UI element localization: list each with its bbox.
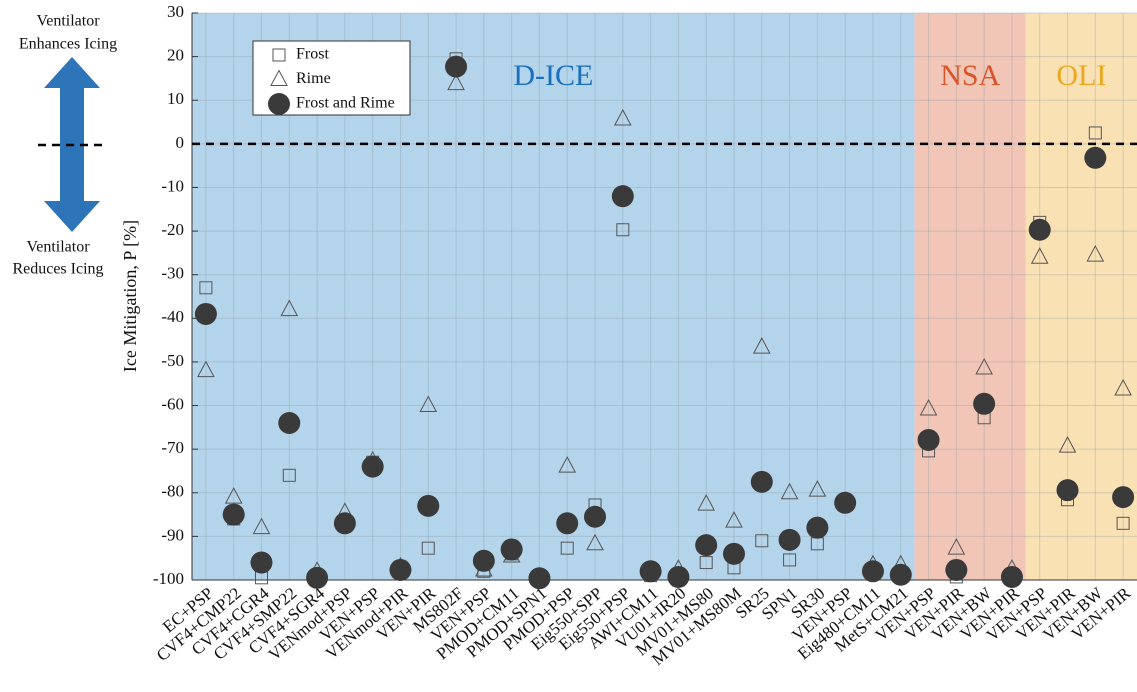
marker-square — [699, 556, 713, 570]
marker-triangle — [280, 299, 299, 317]
y-tick-label: -20 — [161, 220, 184, 239]
marker-square — [199, 281, 213, 295]
marker-triangle — [780, 482, 799, 500]
marker-circle — [973, 392, 996, 415]
y-tick-label: 10 — [167, 89, 184, 108]
marker-square — [783, 553, 797, 567]
marker-circle — [917, 428, 940, 451]
y-axis-label: Ice Mitigation, P [%] — [120, 220, 140, 372]
marker-triangle — [725, 511, 743, 528]
y-tick-label: 0 — [176, 133, 185, 152]
annotation: Reduces Icing — [12, 261, 103, 278]
y-tick-label: -10 — [161, 176, 184, 195]
marker-circle — [306, 566, 329, 589]
marker-triangle — [613, 108, 632, 126]
marker-circle — [861, 560, 884, 583]
marker-triangle — [558, 456, 577, 473]
legend-label: Frost and Rime — [296, 95, 395, 112]
legend-label: Frost — [296, 46, 329, 63]
marker-triangle — [975, 357, 993, 375]
annotation: Enhances Icing — [19, 36, 117, 53]
marker-triangle — [752, 337, 771, 354]
marker-square — [616, 223, 630, 237]
marker-circle — [333, 512, 356, 535]
marker-circle — [695, 534, 718, 557]
region-label: NSA — [940, 59, 1000, 92]
marker-circle — [611, 185, 634, 208]
marker-triangle — [447, 73, 465, 91]
y-tick-label: -30 — [161, 264, 184, 283]
marker-circle — [1000, 565, 1023, 588]
marker-triangle — [586, 533, 604, 551]
marker-circle — [750, 470, 773, 493]
marker-circle — [268, 93, 290, 115]
y-tick-label: -60 — [161, 394, 184, 413]
region-background — [1025, 13, 1137, 580]
marker-triangle — [1086, 245, 1105, 262]
y-tick-label: -40 — [161, 307, 184, 326]
marker-circle — [639, 560, 662, 583]
annotation: Ventilator — [36, 13, 100, 30]
marker-triangle — [224, 487, 243, 504]
marker-circle — [556, 512, 579, 535]
marker-circle — [278, 411, 301, 434]
marker-circle — [361, 455, 384, 478]
y-tick-label: -50 — [161, 351, 184, 370]
plot-area: D-ICE NSA OLI — [191, 12, 1137, 581]
marker-triangle — [947, 538, 966, 555]
marker-circle — [194, 302, 217, 325]
y-tick-label: -100 — [153, 569, 184, 588]
marker-circle — [445, 55, 468, 78]
marker-triangle — [252, 517, 271, 535]
marker-circle — [1028, 218, 1051, 241]
marker-square — [1088, 126, 1102, 140]
marker-circle — [667, 565, 690, 588]
marker-triangle — [270, 69, 288, 86]
marker-circle — [778, 528, 801, 551]
marker-circle — [945, 558, 968, 581]
marker-triangle — [697, 494, 716, 511]
marker-triangle — [1030, 247, 1049, 264]
marker-circle — [1056, 479, 1079, 502]
y-tick-label: -70 — [161, 438, 184, 457]
marker-circle — [722, 542, 745, 565]
marker-circle — [528, 567, 551, 590]
marker-triangle — [808, 480, 827, 497]
legend: Frost Rime Frost and Rime — [252, 40, 411, 116]
marker-triangle — [197, 360, 215, 378]
marker-circle — [222, 503, 245, 526]
y-tick-label: 20 — [167, 46, 184, 65]
marker-triangle — [419, 395, 438, 413]
region-background — [914, 13, 1026, 580]
region-label: D-ICE — [513, 59, 593, 92]
marker-circle — [472, 549, 495, 572]
marker-circle — [417, 494, 440, 517]
y-tick-label: -80 — [161, 482, 184, 501]
marker-circle — [389, 558, 412, 581]
marker-square — [755, 534, 769, 548]
marker-circle — [500, 538, 523, 561]
marker-circle — [889, 563, 912, 586]
marker-triangle — [1114, 378, 1132, 396]
region-label: OLI — [1056, 59, 1106, 92]
marker-square — [282, 468, 296, 482]
legend-label: Rime — [296, 70, 331, 87]
y-tick-label: 30 — [167, 2, 184, 21]
marker-triangle — [919, 398, 938, 416]
marker-square — [272, 48, 286, 62]
marker-triangle — [1058, 436, 1077, 453]
marker-circle — [1084, 146, 1107, 169]
marker-circle — [834, 491, 857, 514]
marker-square — [421, 541, 435, 555]
marker-circle — [1112, 486, 1135, 509]
marker-circle — [584, 505, 607, 528]
y-tick-label: -90 — [161, 525, 184, 544]
marker-circle — [250, 551, 273, 574]
annotation: Ventilator — [26, 239, 90, 256]
marker-square — [560, 541, 574, 555]
marker-square — [1116, 516, 1130, 530]
side-annotation: Ventilator Enhances Icing Ventilator Red… — [12, 13, 117, 278]
marker-circle — [806, 516, 829, 539]
